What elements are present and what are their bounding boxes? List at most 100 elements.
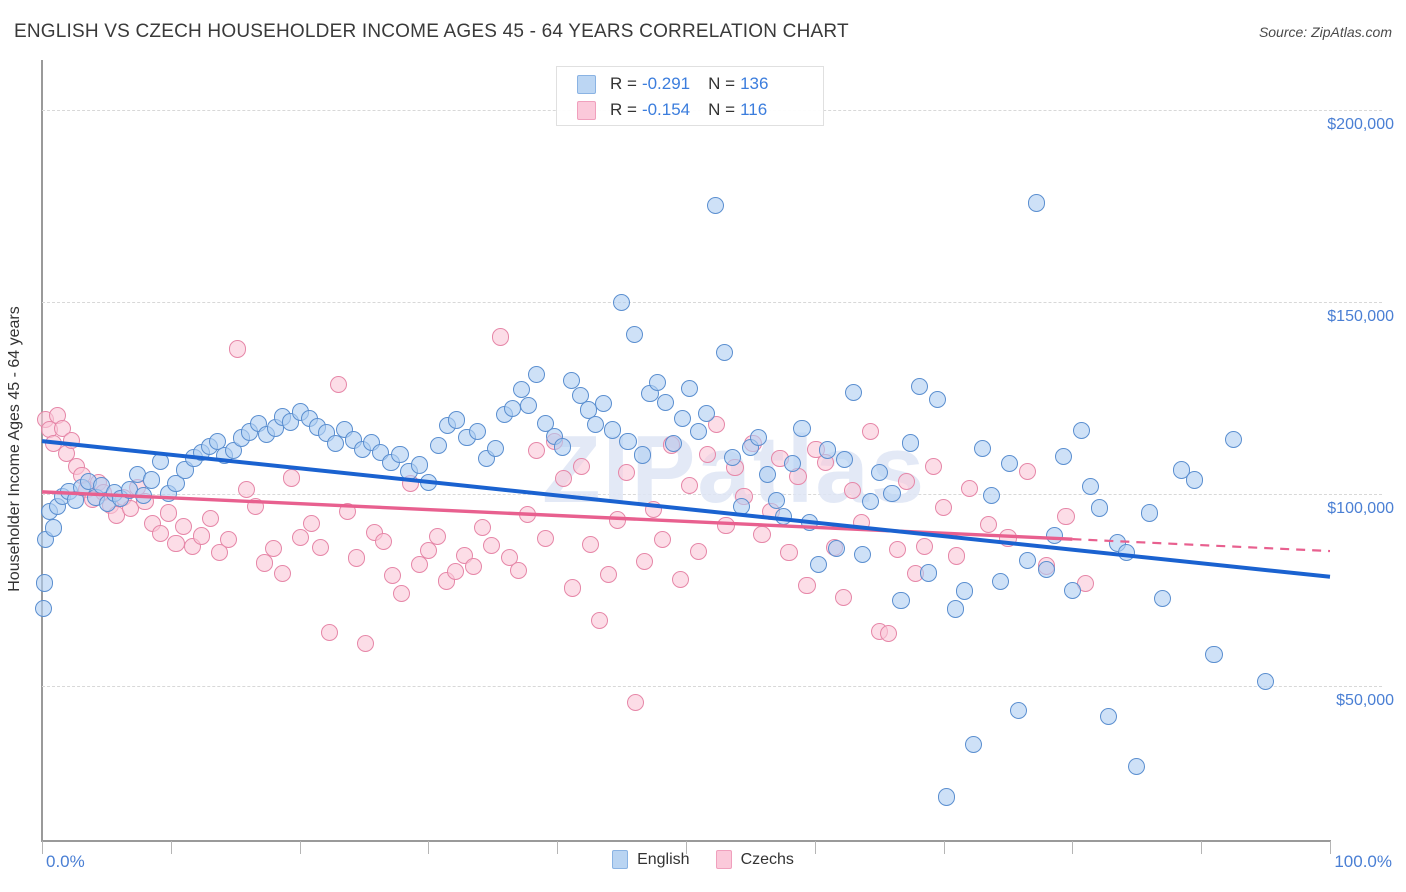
scatter-point-cz (834, 588, 852, 607)
scatter-point-en (448, 411, 466, 429)
scatter-point-en (690, 422, 708, 440)
scatter-point-cz (888, 540, 906, 558)
scatter-point-en (946, 600, 964, 618)
scatter-point-en (698, 404, 716, 423)
english-r-value: -0.291 (641, 74, 691, 93)
gridline (42, 686, 1382, 688)
scatter-point-cz (292, 529, 310, 547)
scatter-point-cz (980, 515, 998, 534)
scatter-point-en (1072, 422, 1090, 440)
scatter-point-en (587, 416, 605, 434)
scatter-point-en (1257, 672, 1275, 690)
x-axis-tick (299, 841, 301, 854)
scatter-point-cz (780, 543, 798, 562)
czechs-n-value: 116 (740, 100, 768, 119)
scatter-point-en (35, 574, 54, 592)
scatter-point-cz (618, 464, 636, 482)
scatter-point-cz (175, 517, 193, 536)
scatter-point-cz (229, 340, 247, 358)
scatter-point-cz (374, 533, 392, 551)
scatter-point-cz (1057, 507, 1075, 526)
source-label: Source: ZipAtlas.com (1258, 24, 1392, 40)
scatter-point-en (44, 519, 63, 537)
czechs-swatch-icon (577, 100, 596, 120)
scatter-point-cz (151, 524, 170, 542)
scatter-point-cz (356, 634, 374, 652)
trendlines-layer (41, 439, 1331, 579)
scatter-point-cz (555, 469, 573, 488)
scatter-point-en (870, 464, 888, 482)
legend-item-czechs[interactable]: Czechs (715, 850, 794, 869)
scatter-point-en (503, 399, 521, 417)
x-axis-tick (1201, 841, 1203, 854)
scatter-point-en (673, 409, 691, 428)
scatter-point-en (1018, 552, 1036, 570)
scatter-point-cz (654, 530, 672, 549)
scatter-point-cz (392, 584, 410, 602)
scatter-point-en (784, 455, 802, 473)
x-axis-tick (1330, 841, 1331, 854)
english-trendline (41, 439, 1331, 579)
gridline (42, 302, 1382, 304)
scatter-point-cz (699, 445, 717, 463)
scatter-point-en (613, 293, 631, 312)
y-axis-title-text: Householder Income Ages 45 - 64 years (6, 306, 23, 592)
scatter-point-en (553, 438, 571, 456)
scatter-point-en (656, 394, 674, 412)
scatter-point-cz (159, 504, 177, 522)
scatter-point-cz (347, 549, 365, 567)
scatter-point-en (603, 421, 622, 439)
scatter-point-en (861, 492, 879, 511)
scatter-point-en (716, 343, 734, 361)
scatter-point-cz (690, 542, 708, 561)
czechs-r-label: R = (610, 100, 637, 119)
czechs-legend-swatch-icon (715, 850, 732, 869)
x-axis-tick (686, 841, 687, 854)
scatter-point-cz (1018, 462, 1036, 481)
czechs-r-value: -0.154 (641, 100, 691, 119)
scatter-point-cz (924, 458, 942, 476)
scatter-point-cz (464, 558, 483, 576)
scatter-point-en (1205, 646, 1223, 664)
scatter-point-en (619, 432, 637, 450)
scatter-point-en (767, 492, 785, 510)
scatter-point-en (793, 419, 811, 438)
scatter-point-en (633, 446, 651, 464)
stats-legend: R = -0.291 N = 136 R = -0.154 N = 116 (556, 66, 824, 126)
scatter-point-en (1027, 194, 1045, 212)
scatter-point-en (527, 365, 546, 383)
scatter-point-en (34, 600, 52, 618)
scatter-point-cz (193, 527, 211, 545)
scatter-point-cz (897, 473, 915, 491)
scatter-point-en (892, 591, 910, 609)
scatter-point-cz (636, 553, 654, 571)
scatter-point-en (562, 371, 580, 390)
y-tick-label: $200,000 (1327, 115, 1394, 133)
scatter-point-en (1063, 582, 1081, 600)
scatter-point-en (625, 325, 644, 343)
scatter-point-en (910, 377, 928, 395)
scatter-point-cz (564, 579, 582, 597)
scatter-point-cz (708, 415, 726, 433)
scatter-point-en (410, 456, 428, 474)
x-axis-tick (1072, 841, 1074, 854)
legend-item-english[interactable]: English (612, 850, 690, 869)
series-legend: English Czechs (0, 850, 1406, 869)
scatter-point-cz (672, 570, 690, 588)
scatter-point-cz (167, 534, 185, 552)
scatter-point-en (681, 379, 699, 398)
scatter-point-en (982, 487, 1000, 505)
scatter-point-en (1081, 477, 1100, 495)
scatter-point-en (167, 475, 185, 493)
czechs-n-label: N = (708, 100, 736, 119)
scatter-point-cz (491, 328, 510, 346)
scatter-point-cz (509, 561, 528, 579)
english-n-value: 136 (740, 74, 769, 93)
scatter-point-en (844, 383, 863, 401)
y-tick-label: $100,000 (1327, 500, 1394, 518)
scatter-point-cz (627, 693, 645, 712)
scatter-point-en (571, 386, 589, 405)
scatter-point-en (537, 414, 555, 433)
scatter-point-en (1038, 560, 1056, 579)
